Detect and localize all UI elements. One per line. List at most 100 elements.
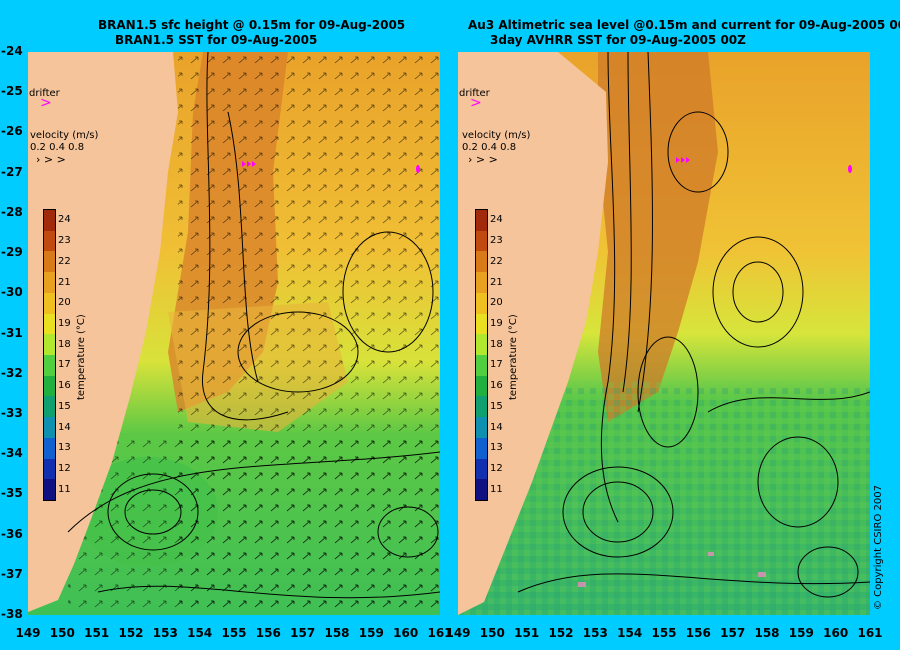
left-velocity-values: 0.2 0.4 0.8 <box>30 142 85 153</box>
right-colorbar-tick: 24 <box>490 214 503 226</box>
left-colorbar-label: temperature (°C) <box>76 314 87 400</box>
left-colorbar-tick: 19 <box>58 317 71 329</box>
left-colorbar-swatch <box>44 375 55 397</box>
left-colorbar-tick: 12 <box>58 462 71 474</box>
left-colorbar-tick: 14 <box>58 421 71 433</box>
right-colorbar-tick: 14 <box>490 421 503 433</box>
right-drifter-marker: > <box>470 95 482 111</box>
right-longitude-tick: 156 <box>685 626 711 640</box>
right-colorbar-swatch <box>476 230 487 252</box>
latitude-tick: -27 <box>1 164 23 179</box>
left-drifter-marker: > <box>40 95 52 111</box>
left-longitude-tick: 151 <box>84 626 110 640</box>
left-colorbar-tick: 17 <box>58 359 71 371</box>
left-colorbar-tick: 13 <box>58 442 71 454</box>
right-colorbar-label: temperature (°C) <box>508 314 519 400</box>
right-colorbar-tick: 19 <box>490 317 503 329</box>
left-colorbar-tick: 21 <box>58 276 71 288</box>
left-colorbar-swatch <box>44 272 55 294</box>
latitude-tick: -24 <box>1 44 23 58</box>
right-colorbar-swatch <box>476 437 487 460</box>
left-longitude-tick: 158 <box>324 626 350 640</box>
left-title-line1: BRAN1.5 sfc height @ 0.15m for 09-Aug-20… <box>98 18 406 32</box>
left-longitude-tick: 155 <box>221 626 247 640</box>
left-colorbar-swatch <box>44 479 55 501</box>
left-title-line2: BRAN1.5 SST for 09-Aug-2005 <box>115 33 318 47</box>
left-colorbar <box>43 209 56 501</box>
left-longitude-tick: 161 <box>427 626 453 640</box>
right-colorbar-swatch <box>476 272 487 294</box>
right-colorbar-tick: 21 <box>490 276 503 288</box>
left-colorbar-swatch <box>44 230 55 252</box>
left-longitude-tick: 159 <box>358 626 384 640</box>
bran-model-map <box>28 52 440 615</box>
right-longitude-tick: 149 <box>445 626 471 640</box>
right-longitude-tick: 155 <box>651 626 677 640</box>
left-colorbar-tick: 24 <box>58 214 71 226</box>
right-longitude-tick: 158 <box>754 626 780 640</box>
left-colorbar-swatch <box>44 313 55 335</box>
left-colorbar-tick: 23 <box>58 235 71 247</box>
left-longitude-tick: 154 <box>187 626 213 640</box>
right-colorbar-swatch <box>476 375 487 397</box>
latitude-tick: -31 <box>1 325 23 340</box>
altimetry-map <box>458 52 870 615</box>
left-longitude-tick: 153 <box>152 626 178 640</box>
left-colorbar-swatch <box>44 355 55 377</box>
latitude-tick: -30 <box>1 285 23 300</box>
right-colorbar-tick: 18 <box>490 338 503 350</box>
right-velocity-values: 0.2 0.4 0.8 <box>462 142 517 153</box>
right-colorbar-tick: 16 <box>490 380 503 392</box>
right-colorbar-swatch <box>476 355 487 377</box>
left-colorbar-swatch <box>44 396 55 418</box>
right-velocity-arrows: › > > <box>468 153 498 166</box>
left-colorbar-swatch <box>44 210 55 232</box>
latitude-tick: -35 <box>1 486 23 501</box>
right-colorbar <box>475 209 488 501</box>
copyright-notice: © Copyright CSIRO 2007 <box>873 485 884 610</box>
right-longitude-tick: 157 <box>720 626 746 640</box>
latitude-tick: -38 <box>1 607 23 621</box>
left-colorbar-swatch <box>44 292 55 315</box>
left-longitude-tick: 157 <box>290 626 316 640</box>
right-colorbar-ticks: 24 23 22 21 20 19 18 17 16 15 14 13 12 11 <box>490 210 510 500</box>
latitude-tick: -33 <box>1 405 23 420</box>
latitude-tick: -29 <box>1 245 23 260</box>
left-colorbar-tick: 18 <box>58 338 71 350</box>
right-colorbar-tick: 17 <box>490 359 503 371</box>
left-colorbar-swatch <box>44 251 55 273</box>
left-longitude-tick: 160 <box>393 626 419 640</box>
right-drifter-label: drifter <box>459 88 490 99</box>
right-colorbar-swatch <box>476 458 487 480</box>
right-longitude-tick: 150 <box>479 626 505 640</box>
left-velocity-arrows: › > > <box>36 153 66 166</box>
latitude-tick: -28 <box>1 204 23 219</box>
right-colorbar-tick: 11 <box>490 483 503 495</box>
right-colorbar-swatch <box>476 417 487 439</box>
right-colorbar-swatch <box>476 396 487 418</box>
left-velocity-label: velocity (m/s) <box>30 130 99 141</box>
right-velocity-label: velocity (m/s) <box>462 130 531 141</box>
left-colorbar-swatch <box>44 437 55 460</box>
right-longitude-tick: 152 <box>548 626 574 640</box>
left-colorbar-tick: 15 <box>58 400 71 412</box>
right-colorbar-swatch <box>476 313 487 335</box>
right-longitude-tick: 161 <box>857 626 883 640</box>
left-longitude-tick: 156 <box>255 626 281 640</box>
right-colorbar-tick: 23 <box>490 235 503 247</box>
latitude-tick: -36 <box>1 526 23 541</box>
latitude-tick: -32 <box>1 365 23 380</box>
right-colorbar-tick: 22 <box>490 255 503 267</box>
latitude-tick: -34 <box>1 446 23 461</box>
right-title-line1: Au3 Altimetric sea level @0.15m and curr… <box>468 18 900 32</box>
left-longitude-tick: 152 <box>118 626 144 640</box>
right-colorbar-swatch <box>476 479 487 501</box>
right-title-line2: 3day AVHRR SST for 09-Aug-2005 00Z <box>490 33 746 47</box>
latitude-tick: -37 <box>1 566 23 581</box>
left-longitude-tick: 150 <box>49 626 75 640</box>
right-longitude-tick: 159 <box>788 626 814 640</box>
right-colorbar-tick: 15 <box>490 400 503 412</box>
right-longitude-tick: 151 <box>514 626 540 640</box>
right-colorbar-swatch <box>476 334 487 356</box>
latitude-tick: -26 <box>1 124 23 139</box>
